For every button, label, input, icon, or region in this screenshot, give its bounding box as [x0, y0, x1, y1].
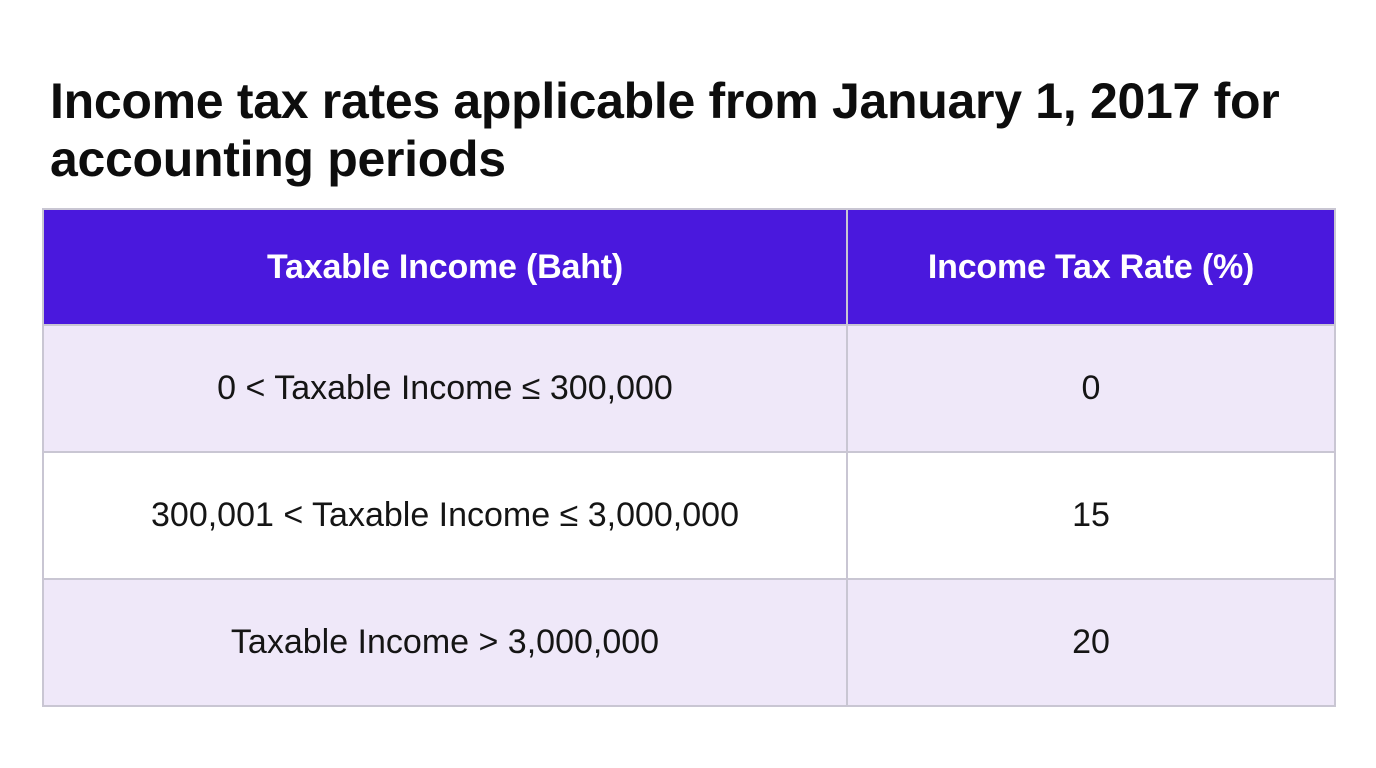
tax-rate-table: Taxable Income (Baht) Income Tax Rate (%…: [42, 208, 1336, 707]
table-row: Taxable Income > 3,000,000 20: [42, 578, 1336, 707]
taxable-income-cell: 0 < Taxable Income ≤ 300,000: [42, 324, 848, 453]
tax-rate-cell: 15: [846, 451, 1336, 580]
table-row: 300,001 < Taxable Income ≤ 3,000,000 15: [42, 451, 1336, 580]
column-header-taxable-income: Taxable Income (Baht): [42, 208, 848, 326]
table-header-row: Taxable Income (Baht) Income Tax Rate (%…: [42, 208, 1336, 326]
page-title: Income tax rates applicable from January…: [50, 73, 1280, 187]
table-row: 0 < Taxable Income ≤ 300,000 0: [42, 324, 1336, 453]
taxable-income-cell: Taxable Income > 3,000,000: [42, 578, 848, 707]
tax-rate-cell: 0: [846, 324, 1336, 453]
column-header-tax-rate: Income Tax Rate (%): [846, 208, 1336, 326]
taxable-income-cell: 300,001 < Taxable Income ≤ 3,000,000: [42, 451, 848, 580]
tax-rate-cell: 20: [846, 578, 1336, 707]
